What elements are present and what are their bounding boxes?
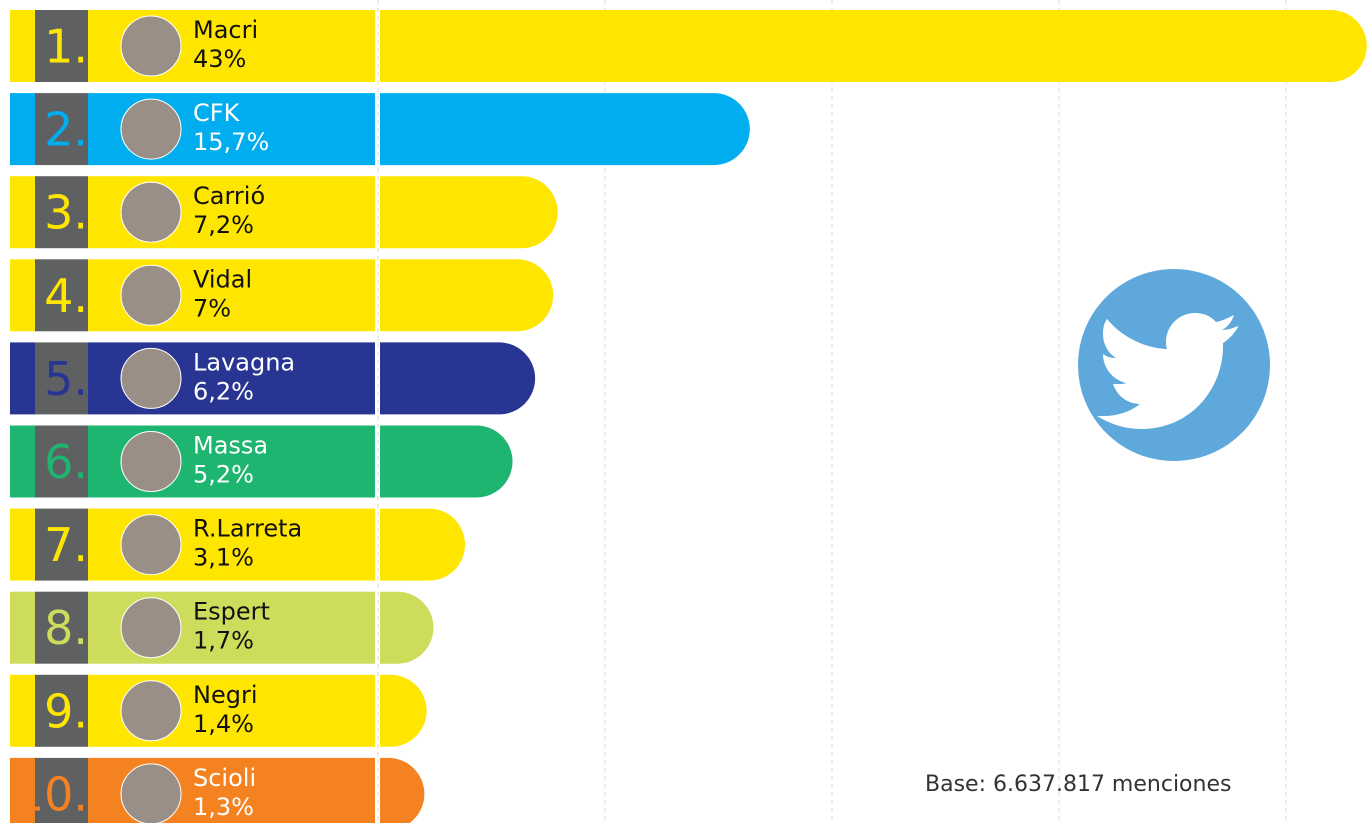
bar xyxy=(380,674,427,747)
rank: 7. xyxy=(44,518,88,572)
bar xyxy=(380,93,750,166)
rank-box xyxy=(35,10,88,82)
twitter-icon xyxy=(1078,269,1270,461)
category-label: Massa xyxy=(193,432,268,460)
value-label: 43% xyxy=(193,45,246,73)
rank-box xyxy=(35,176,88,249)
photo xyxy=(120,15,182,77)
category-label: Macri xyxy=(193,16,258,44)
bar xyxy=(380,10,1367,82)
rank: 2. xyxy=(44,103,88,157)
bar xyxy=(380,508,466,581)
row-stripe xyxy=(10,674,35,747)
photo xyxy=(120,680,182,742)
bar xyxy=(380,176,558,249)
value-label: 5,2% xyxy=(193,461,254,489)
value-label: 1,3% xyxy=(193,793,254,821)
category-label: Negri xyxy=(193,681,258,709)
value-label: 7% xyxy=(193,294,231,322)
category-label: Lavagna xyxy=(193,348,295,376)
row-stripe xyxy=(10,176,35,249)
row-stripe xyxy=(10,425,35,498)
photo xyxy=(120,763,182,823)
bar xyxy=(380,591,434,664)
bar xyxy=(380,342,536,415)
photo xyxy=(120,431,182,492)
bar xyxy=(380,425,513,498)
row-stripe xyxy=(10,259,35,332)
value-label: 7,2% xyxy=(193,211,254,239)
row-stripe xyxy=(10,757,35,823)
rank-box xyxy=(35,757,88,823)
category-label: Scioli xyxy=(193,764,256,792)
rank: 4. xyxy=(44,269,88,323)
rank-box xyxy=(35,425,88,498)
rank: 8. xyxy=(44,601,88,655)
rank-box xyxy=(35,591,88,664)
value-label: 1,7% xyxy=(193,627,254,655)
photo xyxy=(120,514,182,576)
row-stripe xyxy=(10,10,35,82)
rank: 1. xyxy=(44,20,88,74)
category-label: Carrió xyxy=(193,182,265,210)
bar xyxy=(380,757,425,823)
rank: 9. xyxy=(44,684,88,738)
rank: 6. xyxy=(44,435,88,489)
row-stripe xyxy=(10,93,35,166)
rank-box xyxy=(35,674,88,747)
note: Base: 6.637.817 menciones xyxy=(925,772,1231,797)
rank-box xyxy=(35,259,88,332)
value-label: 3,1% xyxy=(193,544,254,572)
row-stripe xyxy=(10,342,35,415)
twitter-bird xyxy=(1097,313,1238,429)
row-stripe xyxy=(10,508,35,581)
rank-box xyxy=(35,508,88,581)
category-label: R.Larreta xyxy=(193,515,302,543)
photo xyxy=(120,264,182,326)
rank: 5. xyxy=(44,352,88,406)
row-stripe xyxy=(10,591,35,664)
photo xyxy=(120,98,182,160)
value-label: 6,2% xyxy=(193,377,254,405)
value-label: 1,4% xyxy=(193,710,254,738)
bar xyxy=(380,259,554,332)
rank: 10. xyxy=(15,767,88,821)
category-label: CFK xyxy=(193,99,241,127)
rank: 3. xyxy=(44,186,88,240)
photo xyxy=(120,181,182,243)
category-label: Vidal xyxy=(193,265,252,293)
rank-box xyxy=(35,93,88,166)
category-label: Espert xyxy=(193,598,270,626)
photo xyxy=(120,597,182,659)
rank-box xyxy=(35,342,88,415)
value-label: 15,7% xyxy=(193,128,269,156)
photo xyxy=(120,347,182,409)
